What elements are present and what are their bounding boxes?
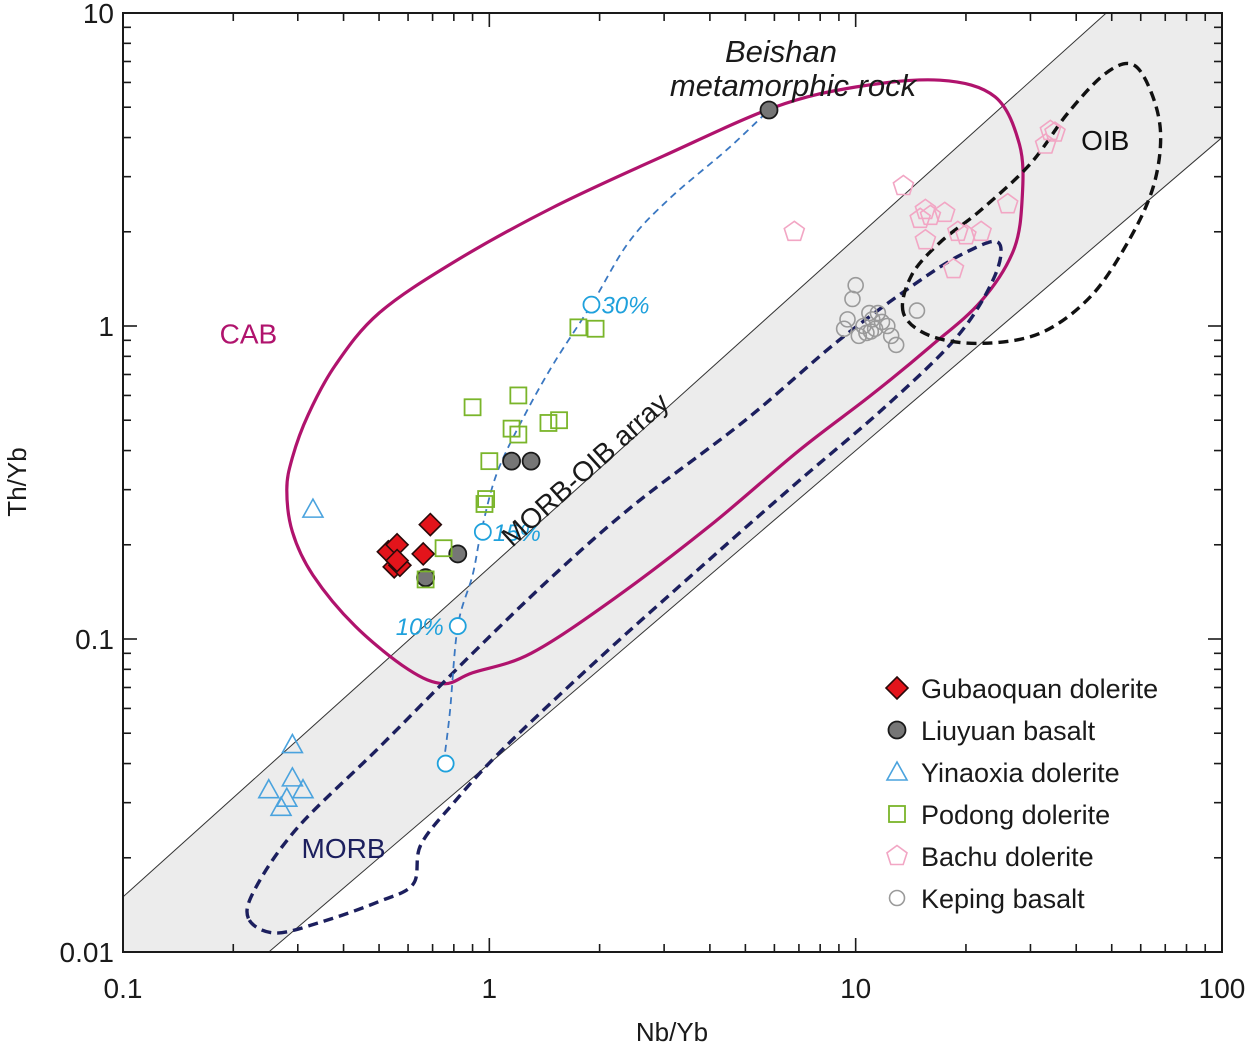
mixing-mark [473,522,492,541]
x-tick-label: 100 [1199,973,1246,1004]
data-points [257,100,1066,817]
legend-label: Podong dolerite [921,800,1110,830]
point-circle-open [882,327,900,345]
point-pentagon [914,228,937,250]
mixing-percent-label: 15% [493,520,541,547]
point-square [416,570,435,589]
point-square [434,539,453,558]
point-pentagon [1039,119,1062,141]
y-tick-label: 0.1 [75,624,114,655]
point-circle-open [887,336,905,354]
point-pentagon [909,207,932,229]
mixing-curve [436,109,770,773]
field-outlines [245,61,1163,935]
cab-field-label: CAB [220,318,278,349]
point-circle-open [908,302,926,319]
point-circle-open [850,327,868,345]
point-diamond [384,548,410,573]
point-diamond [411,541,436,567]
x-tick-label: 0.1 [104,973,143,1004]
point-circle-open [863,311,881,328]
legend-marker-diamond [884,675,910,701]
end-member-label-line2: metamorphic rock [670,68,918,103]
morb-field-label: MORB [302,833,386,864]
point-diamond [418,512,443,537]
legend-label: Bachu dolerite [921,842,1094,872]
y-axis-title: Th/Yb [2,447,32,516]
end-member-label-line1: Beishan [725,34,837,69]
y-tick-label: 10 [83,0,114,29]
point-circle-filled [759,100,779,120]
mixing-percent-label: 10% [396,614,444,641]
plot-frame [122,12,1223,953]
point-pentagon [892,174,915,196]
point-circle-filled [502,451,521,471]
legend: Gubaoquan dolerite Liuyuan basalt Yinaoxia… [884,674,1158,914]
point-triangle [301,497,325,518]
legend-marker-triangle [885,760,909,781]
legend-marker-square [888,805,906,823]
point-square [586,319,605,338]
point-pentagon [933,201,956,223]
point-circle-open [879,317,896,335]
point-circle-open [839,311,856,328]
point-square [569,318,588,337]
legend-label: Keping basalt [921,884,1085,914]
x-tick-label: 1 [482,973,498,1004]
point-circle-filled [448,544,468,564]
legend-marker-circle-filled [887,720,907,740]
oib-field-label: OIB [1081,125,1129,156]
mantle-array-upper-line [123,13,1107,898]
point-square [509,386,528,405]
point-circle-open [862,323,880,340]
point-square [502,419,521,438]
point-triangle [269,795,293,817]
point-pentagon [946,220,969,242]
point-square [480,452,499,471]
legend-label: Liuyuan basalt [921,716,1096,746]
point-circle-filled [521,451,541,471]
point-square [463,398,482,417]
mixing-percent-label: 30% [601,293,649,320]
point-square [550,411,568,430]
mantle-array-lower-line [268,137,1222,952]
point-pentagon [783,220,806,242]
point-triangle [281,732,304,754]
axis-ticks: 0.1 1 10 100 0.01 0.1 1 10 [60,0,1246,1004]
y-tick-label: 0.01 [60,937,115,968]
point-square [477,490,496,508]
point-triangle [281,766,304,787]
mixing-mark [436,754,455,773]
y-tick-label: 1 [98,311,114,342]
point-pentagon [914,198,937,220]
legend-label: Yinaoxia dolerite [921,758,1120,788]
legend-marker-pentagon [886,844,908,866]
x-axis-title: Nb/Yb [636,1017,708,1047]
legend-marker-circle-open [888,889,906,907]
mixing-mark [448,617,467,635]
point-square [475,495,494,513]
point-square [539,414,558,432]
point-pentagon [955,223,977,245]
morb-field-outline [245,239,1003,935]
point-pentagon [970,220,993,242]
point-triangle [291,778,315,799]
legend-label: Gubaoquan dolerite [921,674,1158,704]
point-square [509,425,528,444]
point-circle-open [873,313,891,331]
mixing-mark [582,295,601,314]
x-tick-label: 10 [840,973,871,1004]
point-triangle [257,778,281,799]
oib-field-outline [900,61,1163,346]
point-pentagon [942,257,965,279]
point-circle-open [844,290,861,308]
point-pentagon [1044,121,1066,142]
point-pentagon [919,204,942,226]
point-circle-open [869,304,887,322]
mantle-array-band [123,13,1222,952]
point-circle-open [835,320,853,338]
point-pentagon [996,192,1019,214]
mantle-array-fill [123,13,1222,952]
